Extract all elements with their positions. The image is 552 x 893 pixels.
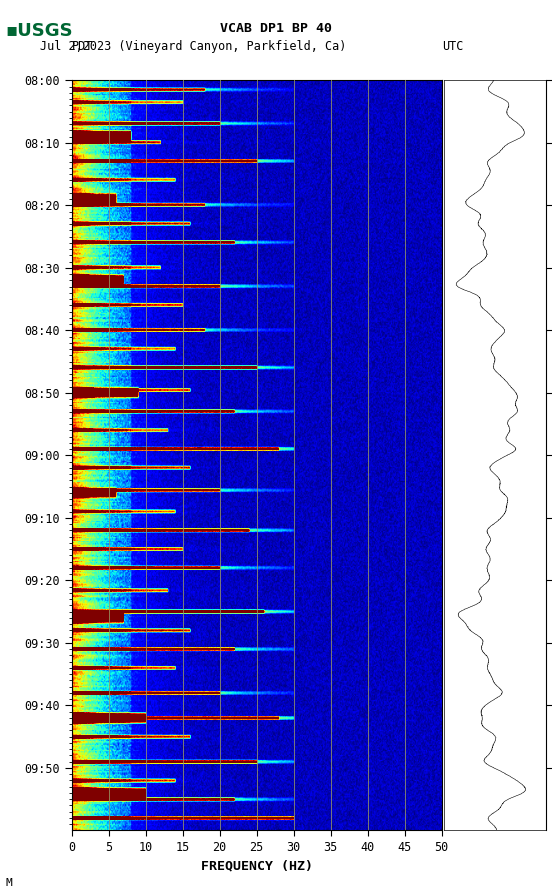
Text: Jul 2,2023 (Vineyard Canyon, Parkfield, Ca): Jul 2,2023 (Vineyard Canyon, Parkfield, … <box>40 40 347 54</box>
Text: M: M <box>6 878 12 888</box>
Text: UTC: UTC <box>442 40 463 54</box>
X-axis label: FREQUENCY (HZ): FREQUENCY (HZ) <box>201 859 312 872</box>
Text: ▪USGS: ▪USGS <box>6 22 73 40</box>
Text: PDT: PDT <box>72 40 93 54</box>
Text: VCAB DP1 BP 40: VCAB DP1 BP 40 <box>220 22 332 36</box>
